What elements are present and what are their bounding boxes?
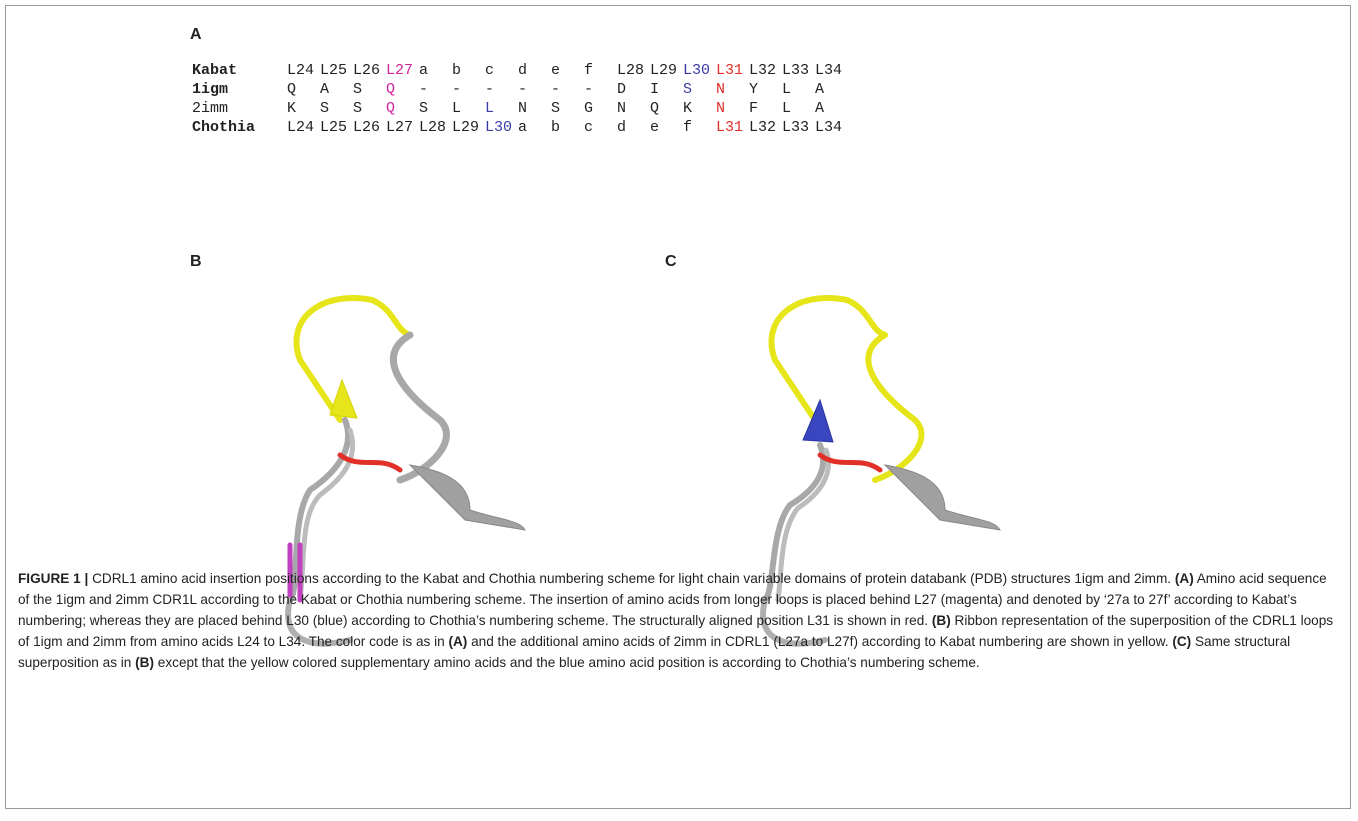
figure-caption: FIGURE 1 | CDRL1 amino acid insertion po… [18, 568, 1338, 673]
caption-text: (A) [1175, 571, 1194, 586]
caption-text: CDRL1 amino acid insertion positions acc… [92, 571, 1175, 586]
ribbon-figures [0, 0, 1358, 821]
caption-text: (A) [448, 634, 467, 649]
caption-text: and the additional amino acids of 2imm i… [467, 634, 1172, 649]
caption-text: FIGURE 1 | [18, 571, 92, 586]
caption-text: (B) [135, 655, 154, 670]
caption-text: except that the yellow colored supplemen… [154, 655, 980, 670]
caption-text: (B) [932, 613, 951, 628]
sheet-arrow [330, 380, 357, 418]
caption-text: (C) [1172, 634, 1191, 649]
